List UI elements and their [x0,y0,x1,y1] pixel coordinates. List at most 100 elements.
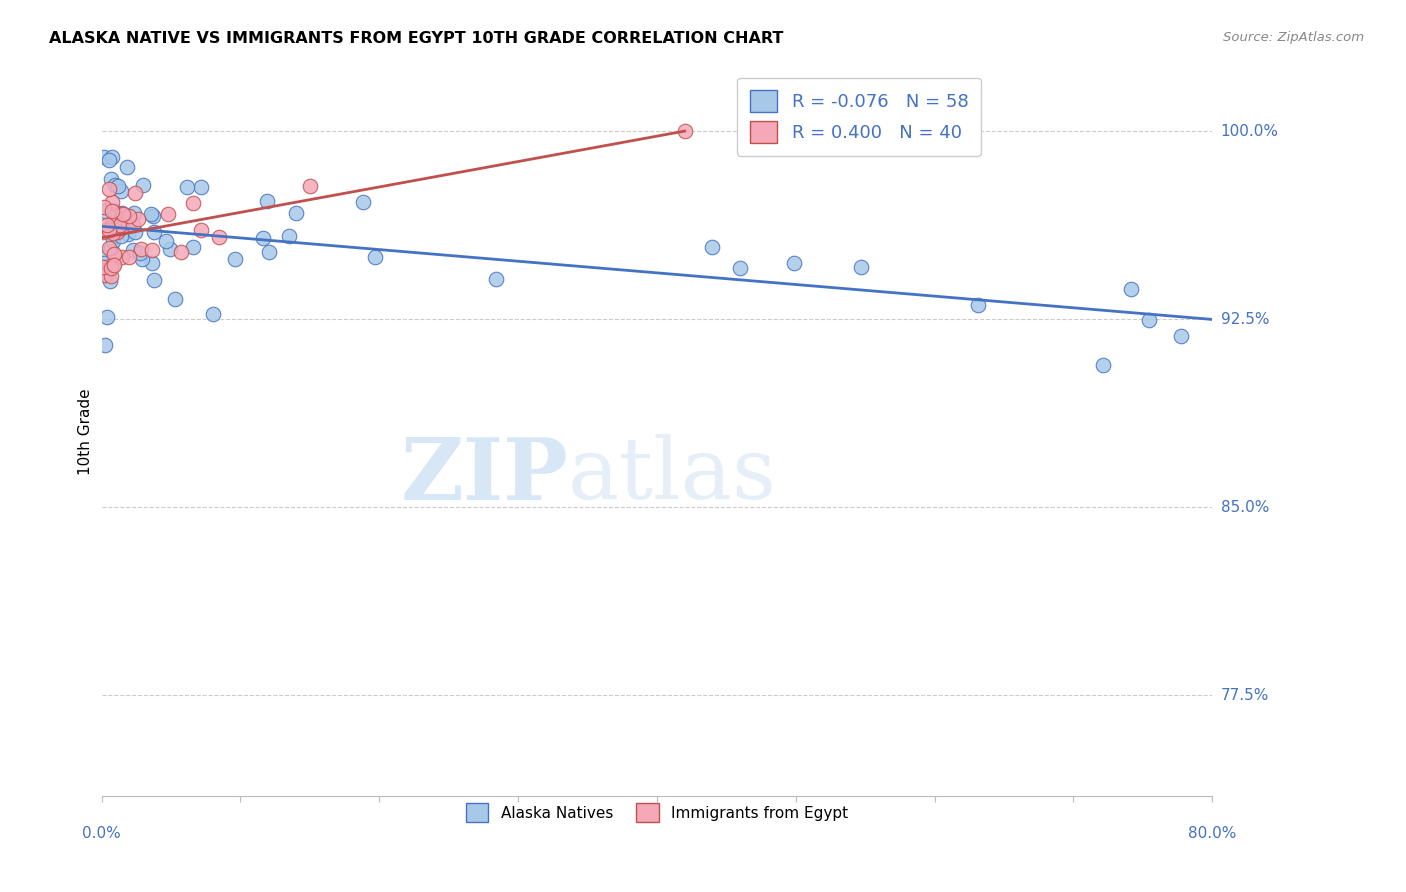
Text: 77.5%: 77.5% [1220,688,1268,703]
Point [107,179,129,194]
Point [101,216,124,230]
Point [190,223,212,237]
Point [100,261,122,276]
Point [96,310,118,324]
Point [142,209,165,223]
Point [728,261,751,276]
Point [117,219,139,234]
Point [176,180,198,194]
Point [111,206,134,220]
Point [110,218,132,232]
Point [121,218,143,232]
Point [98,259,121,273]
Point [118,250,141,264]
Point [124,225,146,239]
Point [159,242,181,256]
Point [101,226,124,240]
Point [111,207,134,221]
Point [967,298,990,312]
Point [101,150,124,164]
Point [183,239,205,253]
Point [91,260,114,275]
Text: 0.0%: 0.0% [82,826,121,841]
Point [673,124,696,138]
Point [103,247,125,261]
Point [141,255,163,269]
Point [100,268,122,283]
Point [208,229,231,244]
Text: 92.5%: 92.5% [1220,312,1270,326]
Y-axis label: 10th Grade: 10th Grade [79,389,93,475]
Point [97,241,120,255]
Point [364,250,387,264]
Point [93,150,115,164]
Point [156,207,179,221]
Point [104,178,127,193]
Point [122,205,145,219]
Point [91,225,114,239]
Point [117,227,139,241]
Point [141,207,163,221]
Point [100,172,122,186]
Point [94,338,117,352]
Point [98,274,121,288]
Point [103,258,125,272]
Point [1137,313,1160,327]
Point [155,234,177,248]
Point [105,225,128,239]
Point [170,244,193,259]
Point [100,195,122,210]
Point [93,256,115,270]
Point [256,194,278,209]
Point [849,260,872,274]
Point [257,245,280,260]
Point [252,231,274,245]
Point [141,243,163,257]
Text: ZIP: ZIP [401,434,568,517]
Point [277,229,299,244]
Point [353,194,375,209]
Point [110,221,132,235]
Point [285,206,308,220]
Point [142,225,165,239]
Point [484,272,506,286]
Point [181,196,204,211]
Point [101,234,124,248]
Point [1170,329,1192,343]
Point [96,219,118,233]
Point [91,250,114,264]
Point [124,186,146,200]
Legend: Alaska Natives, Immigrants from Egypt: Alaska Natives, Immigrants from Egypt [460,797,855,828]
Point [118,209,141,223]
Point [94,204,117,219]
Point [110,207,132,221]
Point [1119,282,1142,296]
Point [93,200,115,214]
Point [97,153,120,168]
Point [202,307,225,321]
Text: atlas: atlas [568,434,778,517]
Point [103,204,125,219]
Point [702,240,724,254]
Point [94,268,117,282]
Point [132,178,155,193]
Point [782,256,804,270]
Point [128,245,150,260]
Point [111,217,134,231]
Point [163,292,186,306]
Point [98,221,121,235]
Point [1091,358,1114,372]
Text: 85.0%: 85.0% [1220,500,1268,515]
Point [110,229,132,244]
Point [94,222,117,236]
Point [101,203,124,218]
Point [98,182,121,196]
Point [101,258,124,272]
Point [127,212,149,227]
Point [115,160,138,174]
Point [298,178,321,193]
Text: Source: ZipAtlas.com: Source: ZipAtlas.com [1223,31,1364,45]
Point [110,184,132,198]
Point [111,250,134,264]
Point [98,222,121,236]
